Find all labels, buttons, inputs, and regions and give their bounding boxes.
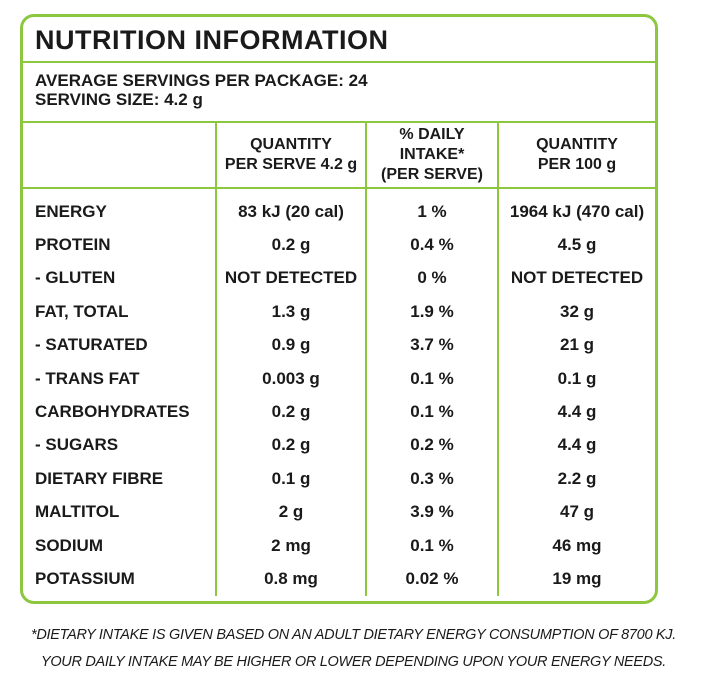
header-cell: % DAILY INTAKE* (PER SERVE) bbox=[365, 123, 498, 189]
table-row: - SUGARS 0.2 g 0.2 % 4.4 g bbox=[23, 428, 655, 463]
nutrient-value: 4.5 g bbox=[497, 228, 655, 262]
nutrient-value: 4.4 g bbox=[497, 395, 655, 429]
nutrient-name: - SUGARS bbox=[35, 435, 119, 455]
nutrient-value: 0 % bbox=[365, 261, 498, 296]
table-row: CARBOHYDRATES 0.2 g 0.1 % 4.4 g bbox=[23, 395, 655, 429]
header-line: QUANTITY bbox=[536, 136, 618, 153]
header-cell bbox=[23, 123, 216, 189]
nutrient-name: SODIUM bbox=[35, 535, 103, 555]
nutrient-value: 0.1 % bbox=[365, 528, 498, 563]
nutrient-value: 2.2 g bbox=[497, 462, 655, 496]
header-cell: QUANTITY PER SERVE 4.2 g bbox=[215, 123, 366, 189]
table-row: DIETARY FIBRE 0.1 g 0.3 % 2.2 g bbox=[23, 462, 655, 496]
nutrient-value: NOT DETECTED bbox=[497, 261, 655, 296]
nutrient-value: 3.9 % bbox=[365, 495, 498, 529]
nutrient-value: 0.8 mg bbox=[215, 562, 366, 596]
nutrient-value: 1964 kJ (470 cal) bbox=[497, 188, 655, 229]
header-line: (PER SERVE) bbox=[381, 166, 483, 183]
nutrient-value: 0.1 % bbox=[365, 395, 498, 429]
table-row: SODIUM 2 mg 0.1 % 46 mg bbox=[23, 528, 655, 563]
footnote-line: *DIETARY INTAKE IS GIVEN BASED ON AN ADU… bbox=[30, 627, 676, 643]
nutrient-value: 0.2 % bbox=[365, 428, 498, 463]
nutrient-value: 3.7 % bbox=[365, 328, 498, 362]
footnote-line: YOUR DAILY INTAKE MAY BE HIGHER OR LOWER… bbox=[40, 654, 667, 670]
header-cell: QUANTITY PER 100 g bbox=[497, 123, 655, 189]
footnote: *DIETARY INTAKE IS GIVEN BASED ON AN ADU… bbox=[0, 622, 707, 676]
nutrient-value: 0.2 g bbox=[215, 228, 366, 262]
table-row: MALTITOL 2 g 3.9 % 47 g bbox=[23, 495, 655, 529]
nutrient-name: MALTITOL bbox=[35, 502, 120, 522]
nutrient-value: 0.9 g bbox=[215, 328, 366, 362]
table-row: ENERGY 83 kJ (20 cal) 1 % 1964 kJ (470 cal) bbox=[23, 188, 655, 229]
header-line: PER SERVE 4.2 g bbox=[224, 156, 358, 173]
panel-title: NUTRITION INFORMATION bbox=[23, 17, 655, 63]
nutrient-name: ENERGY bbox=[35, 201, 107, 221]
nutrient-value: 0.1 g bbox=[215, 462, 366, 496]
nutrient-value: 0.2 g bbox=[215, 428, 366, 463]
nutrient-value: 0.1 g bbox=[497, 361, 655, 396]
nutrient-name: - TRANS FAT bbox=[35, 368, 140, 388]
table-row: PROTEIN 0.2 g 0.4 % 4.5 g bbox=[23, 228, 655, 262]
nutrient-value: 0.02 % bbox=[365, 562, 498, 596]
servings-info: AVERAGE SERVINGS PER PACKAGE: 24 SERVING… bbox=[23, 63, 655, 123]
nutrient-value: 0.2 g bbox=[215, 395, 366, 429]
nutrient-value: 83 kJ (20 cal) bbox=[215, 188, 366, 229]
nutrient-value: 47 g bbox=[497, 495, 655, 529]
nutrient-value: 32 g bbox=[497, 295, 655, 329]
nutrition-panel: NUTRITION INFORMATION AVERAGE SERVINGS P… bbox=[20, 14, 658, 604]
header-line: QUANTITY bbox=[250, 136, 332, 153]
nutrient-value: 0.1 % bbox=[365, 361, 498, 396]
nutrient-value: 1.3 g bbox=[215, 295, 366, 329]
nutrient-value: 4.4 g bbox=[497, 428, 655, 463]
table-row: - GLUTEN NOT DETECTED 0 % NOT DETECTED bbox=[23, 261, 655, 296]
nutrition-table: QUANTITY PER SERVE 4.2 g % DAILY INTAKE* (P… bbox=[23, 123, 655, 596]
nutrient-value: 0.3 % bbox=[365, 462, 498, 496]
nutrient-value: 2 g bbox=[215, 495, 366, 529]
table-row: - SATURATED 0.9 g 3.7 % 21 g bbox=[23, 328, 655, 362]
nutrient-name: PROTEIN bbox=[35, 235, 111, 255]
table-row: FAT, TOTAL 1.3 g 1.9 % 32 g bbox=[23, 295, 655, 329]
nutrient-value: 0.4 % bbox=[365, 228, 498, 262]
header-row: QUANTITY PER SERVE 4.2 g % DAILY INTAKE* (P… bbox=[23, 123, 655, 189]
nutrient-value: 1 % bbox=[365, 188, 498, 229]
table-row: - TRANS FAT 0.003 g 0.1 % 0.1 g bbox=[23, 361, 655, 396]
header-line: % DAILY INTAKE* bbox=[399, 126, 465, 163]
nutrient-value: 2 mg bbox=[215, 528, 366, 563]
nutrient-name: POTASSIUM bbox=[35, 568, 135, 588]
nutrient-name: - SATURATED bbox=[35, 335, 148, 355]
nutrient-value: 46 mg bbox=[497, 528, 655, 563]
servings-line: SERVING SIZE: 4.2 g bbox=[35, 90, 203, 109]
nutrient-name: DIETARY FIBRE bbox=[35, 468, 164, 488]
nutrient-value: NOT DETECTED bbox=[215, 261, 366, 296]
nutrient-name: CARBOHYDRATES bbox=[35, 402, 190, 422]
table-body: ENERGY 83 kJ (20 cal) 1 % 1964 kJ (470 cal)… bbox=[23, 188, 655, 596]
header-line: PER 100 g bbox=[537, 156, 617, 173]
nutrient-value: 0.003 g bbox=[215, 361, 366, 396]
nutrient-value: 1.9 % bbox=[365, 295, 498, 329]
table-row: POTASSIUM 0.8 mg 0.02 % 19 mg bbox=[23, 562, 655, 596]
nutrient-name: - GLUTEN bbox=[35, 268, 116, 288]
servings-line: AVERAGE SERVINGS PER PACKAGE: 24 bbox=[35, 71, 368, 90]
nutrient-value: 21 g bbox=[497, 328, 655, 362]
nutrient-value: 19 mg bbox=[497, 562, 655, 596]
nutrient-name: FAT, TOTAL bbox=[35, 301, 129, 321]
